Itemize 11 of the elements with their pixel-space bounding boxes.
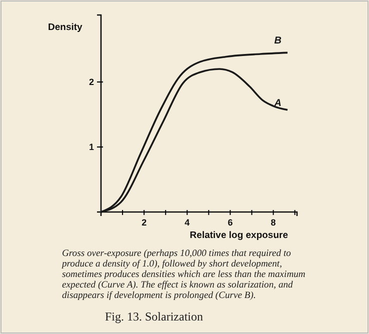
x-tick-label: 2: [142, 217, 147, 228]
x-tick-label: 6: [228, 217, 233, 228]
x-tick-label: 8: [270, 217, 276, 228]
series-label: B: [274, 36, 282, 47]
y-axis-title: Density: [48, 22, 84, 33]
y-tick-label: 1: [88, 142, 94, 152]
x-axis-title: Relative log exposure: [190, 230, 288, 241]
text: Gross over-exposure (perhaps 10,000 times that required to produce a density of 1.0), followed by short development, sometimes produces densities which are less than the maximum expected (Curve A). The effect is known as solarization, and disappears if development is prolonged (Curve B).: [61, 248, 306, 301]
series-label: A: [273, 98, 282, 109]
x-tick-label: 4: [184, 217, 190, 228]
text: Fig. 13. Solarization: [105, 310, 203, 324]
